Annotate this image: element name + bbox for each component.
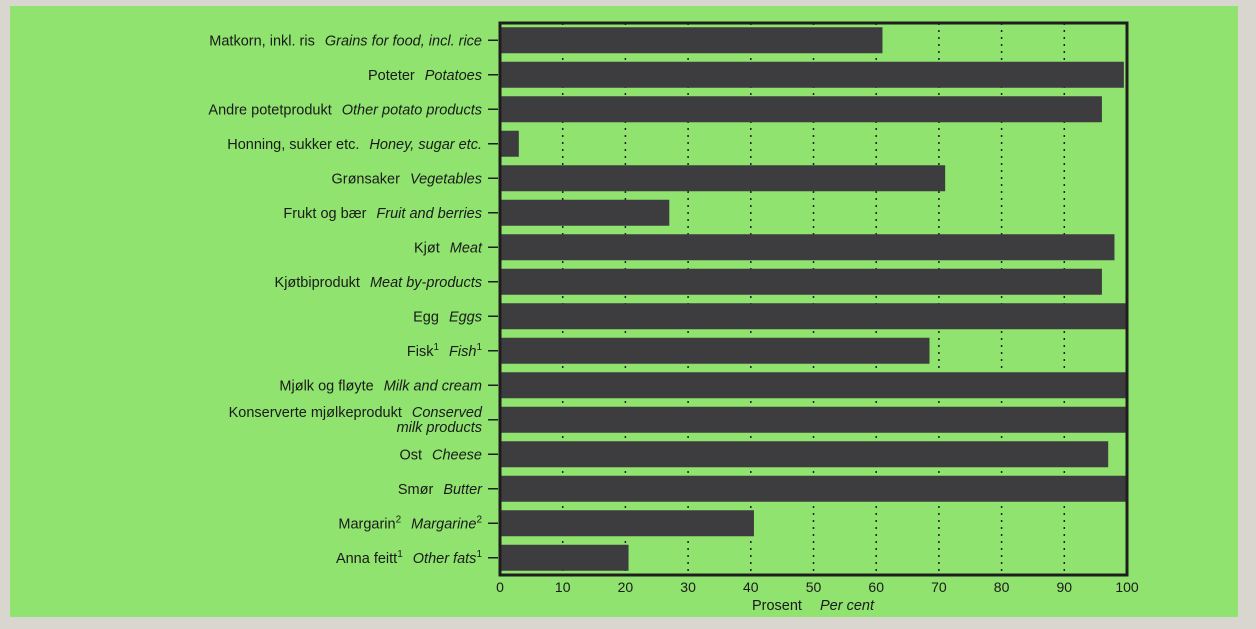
- category-label-no: Kjøt: [414, 240, 440, 256]
- bars: [500, 27, 1127, 571]
- category-label-8: Egg Eggs: [413, 309, 482, 325]
- category-label-no: Egg: [413, 309, 439, 325]
- x-tick-labels: 0 10 20 30 40 50 60 70 80 90 100: [496, 579, 1139, 595]
- bar-7: [500, 268, 1102, 295]
- category-label-en: Honey, sugar etc.: [369, 137, 482, 153]
- category-label-0: Matkorn, inkl. ris Grains for food, incl.…: [209, 33, 482, 49]
- category-label-en: Butter: [443, 482, 483, 498]
- category-label-en: Conserved: [412, 405, 483, 421]
- category-label-en: Milk and cream: [384, 378, 482, 394]
- category-label-no: Matkorn, inkl. ris: [209, 33, 315, 49]
- chart-panel: Matkorn, inkl. ris Grains for food, incl.…: [10, 6, 1238, 617]
- category-label-no: Margarin: [338, 516, 395, 532]
- category-label-3: Honning, sukker etc. Honey, sugar etc.: [227, 137, 482, 153]
- footnote-mark: 2: [396, 514, 402, 525]
- category-label-9: Fisk1 Fish1: [407, 342, 483, 360]
- plot-frame: [498, 21, 1129, 577]
- category-label-no: Kjøtbiprodukt: [275, 275, 360, 291]
- bar-15: [500, 544, 629, 571]
- category-label-13: Smør Butter: [398, 482, 483, 498]
- category-label-11-line2: milk products: [397, 420, 482, 436]
- category-label-15: Anna feitt1 Other fats1: [336, 549, 483, 567]
- footnote-mark: 1: [397, 549, 403, 560]
- category-label-no: Fisk: [407, 344, 434, 360]
- bar-4: [500, 165, 946, 192]
- category-label-no: Poteter: [368, 68, 415, 84]
- bar-14: [500, 510, 754, 537]
- category-labels: Matkorn, inkl. ris Grains for food, incl.…: [208, 33, 483, 567]
- footnote-mark: 1: [476, 549, 482, 560]
- category-label-no: Smør: [398, 482, 434, 498]
- x-tick-label-100: 100: [1115, 579, 1139, 595]
- category-label-no: Grønsaker: [331, 171, 400, 187]
- category-label-5: Frukt og bær Fruit and berries: [283, 206, 482, 222]
- footnote-mark: 1: [433, 342, 439, 353]
- bar-1: [500, 61, 1124, 88]
- footnote-mark: 1: [476, 342, 482, 353]
- bar-9: [500, 337, 930, 364]
- category-label-en: Grains for food, incl. rice: [325, 33, 482, 49]
- category-label-no: Frukt og bær: [283, 206, 366, 222]
- bar-13: [500, 475, 1127, 502]
- category-label-no: Anna feitt: [336, 551, 397, 567]
- bar-5: [500, 199, 670, 226]
- bar-2: [500, 96, 1102, 123]
- x-tick-label-40: 40: [743, 579, 759, 595]
- category-ticks: [488, 39, 498, 559]
- category-label-en: Other potato products: [342, 102, 482, 118]
- x-tick-label-10: 10: [555, 579, 571, 595]
- category-label-en: Other fats: [413, 551, 477, 567]
- category-label-en: Eggs: [449, 309, 482, 325]
- category-label-en: Fish: [449, 344, 476, 360]
- category-label-12: Ost Cheese: [399, 447, 482, 463]
- category-label-en: Potatoes: [425, 68, 482, 84]
- x-axis-title-no: Prosent: [752, 598, 802, 614]
- x-axis-title: Prosent Per cent: [752, 598, 875, 614]
- bar-12: [500, 441, 1109, 468]
- category-label-no: Honning, sukker etc.: [227, 137, 359, 153]
- category-label-1: Poteter Potatoes: [368, 68, 482, 84]
- bar-10: [500, 372, 1127, 399]
- bar-6: [500, 234, 1115, 261]
- x-tick-label-60: 60: [868, 579, 884, 595]
- category-label-en: Meat by-products: [370, 275, 482, 291]
- category-label-en: Margarine: [411, 516, 476, 532]
- category-label-en: Fruit and berries: [376, 206, 482, 222]
- category-label-no: Ost: [399, 447, 422, 463]
- bar-3: [500, 130, 519, 157]
- category-label-en: Cheese: [432, 447, 482, 463]
- bar-chart: Matkorn, inkl. ris Grains for food, incl.…: [208, 21, 1139, 614]
- x-tick-label-90: 90: [1057, 579, 1073, 595]
- x-tick-label-70: 70: [931, 579, 947, 595]
- x-tick-label-50: 50: [806, 579, 822, 595]
- category-label-14: Margarin2 Margarine2: [338, 514, 482, 532]
- category-label-4: Grønsaker Vegetables: [331, 171, 482, 187]
- x-tick-label-80: 80: [994, 579, 1010, 595]
- category-label-10: Mjølk og fløyte Milk and cream: [279, 378, 482, 394]
- bar-0: [500, 27, 883, 54]
- footnote-mark: 2: [476, 514, 482, 525]
- category-label-no: Mjølk og fløyte: [279, 378, 373, 394]
- x-tick-label-30: 30: [680, 579, 696, 595]
- category-label-en: Meat: [450, 240, 483, 256]
- bar-11: [500, 406, 1127, 433]
- x-tick-label-0: 0: [496, 579, 504, 595]
- category-label-no: Konserverte mjølkeprodukt: [229, 405, 402, 421]
- category-label-7: Kjøtbiprodukt Meat by-products: [275, 275, 482, 291]
- category-label-en: Vegetables: [410, 171, 482, 187]
- x-axis-title-en: Per cent: [820, 598, 875, 614]
- bar-8: [500, 303, 1127, 330]
- category-label-2: Andre potetprodukt Other potato products: [208, 102, 482, 118]
- category-label-11: Konserverte mjølkeprodukt Conserved: [229, 405, 483, 421]
- category-label-6: Kjøt Meat: [414, 240, 483, 256]
- category-label-no: Andre potetprodukt: [208, 102, 331, 118]
- x-tick-label-20: 20: [618, 579, 634, 595]
